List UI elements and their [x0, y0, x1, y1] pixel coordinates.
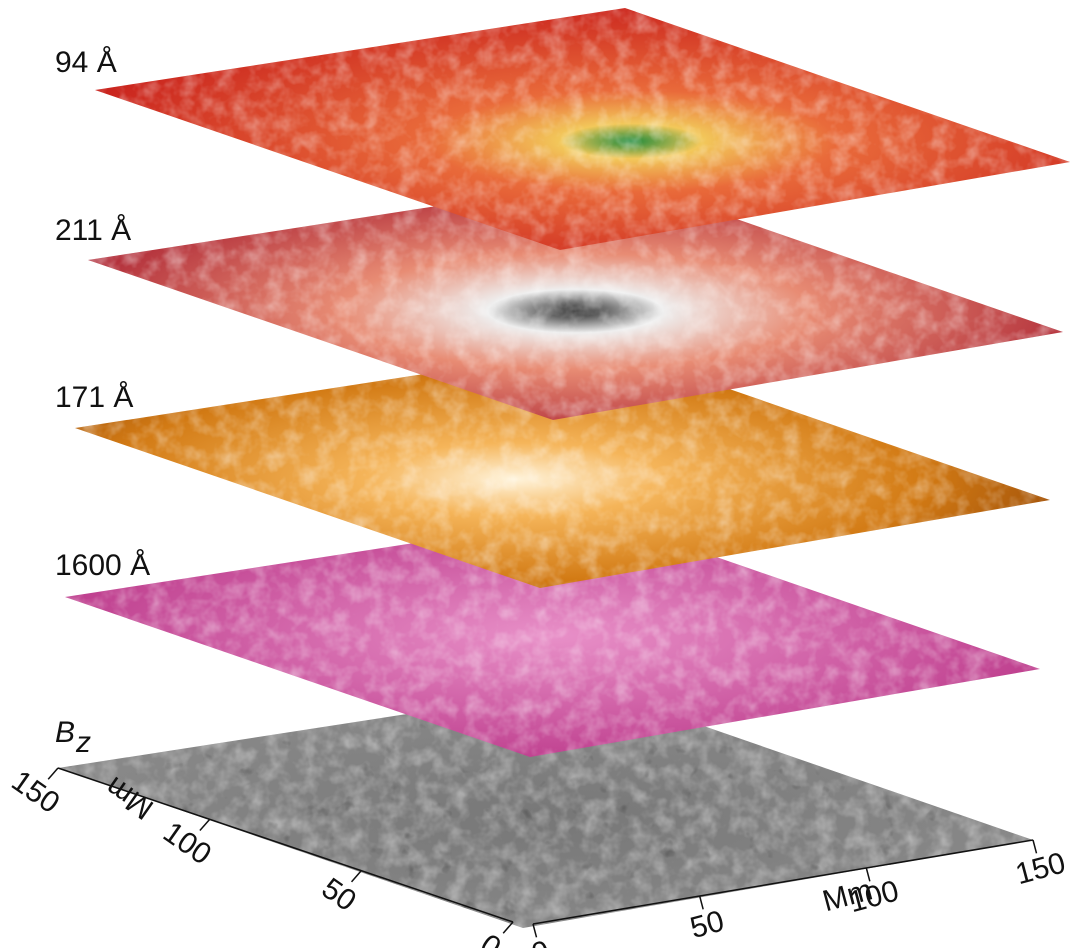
- bz-label-sub: z: [75, 726, 91, 759]
- tick-label: 0: [528, 935, 553, 948]
- layer-label: 171 Å: [55, 381, 133, 414]
- figure: 94 Å211 Å171 Å1600 ÅBz 050100150Mm050100…: [0, 0, 1070, 948]
- tick-label: 100: [157, 816, 217, 872]
- tick-label: 150: [5, 764, 65, 820]
- tick-mark: [503, 922, 513, 933]
- tick-mark: [533, 924, 537, 937]
- layer-label: 94 Å: [55, 46, 117, 79]
- layer-texture: [95, 8, 1070, 250]
- tick-label: 0: [474, 928, 507, 948]
- layer-label: 211 Å: [55, 214, 131, 247]
- bz-label: B: [55, 716, 75, 749]
- layer-stack: [58, 8, 1070, 928]
- layer-label: 1600 Å: [55, 549, 150, 582]
- tick-mark: [200, 819, 210, 830]
- tick-mark: [700, 896, 704, 909]
- tick-mark: [352, 871, 362, 882]
- tick-mark: [48, 768, 58, 779]
- tick-label: 150: [1012, 846, 1069, 891]
- tick-label: 50: [687, 905, 728, 946]
- tick-mark: [1033, 840, 1037, 853]
